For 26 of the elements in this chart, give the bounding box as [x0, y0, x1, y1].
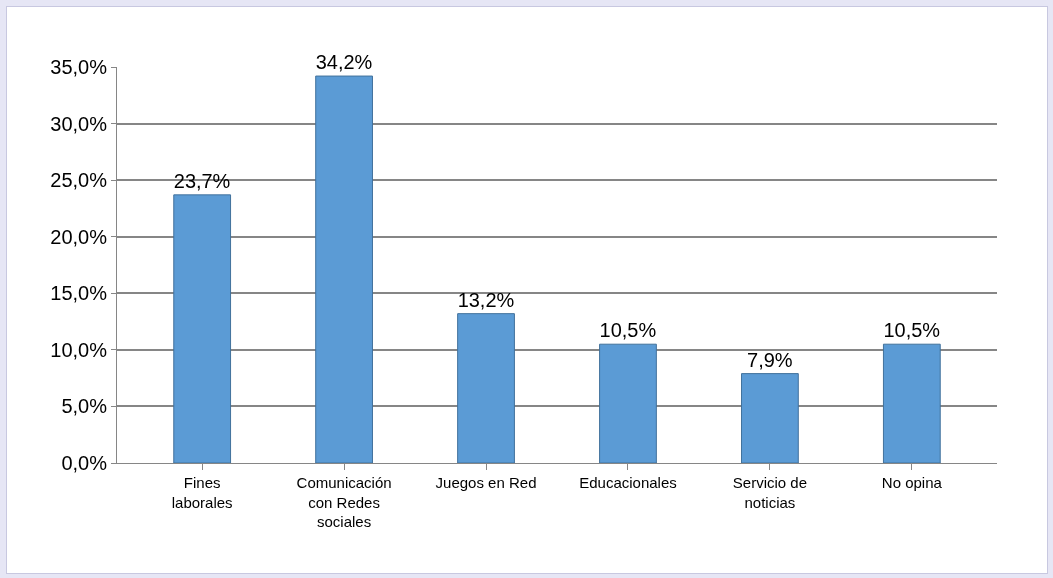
y-tick-label: 15,0%: [50, 282, 108, 305]
y-tick-label: 0,0%: [61, 452, 108, 474]
x-tick-label: Juegos en Red: [435, 474, 537, 491]
y-tick-label: 10,0%: [50, 338, 108, 361]
y-tick-label: 35,0%: [50, 56, 108, 78]
y-tick-label: 25,0%: [50, 169, 108, 192]
bar: [882, 343, 941, 463]
x-tick-label: Comunicación con Redes sociales: [296, 474, 392, 530]
x-tick-label: No opina: [881, 474, 943, 491]
y-tick-label: 5,0%: [61, 395, 108, 418]
y-tick-label: 20,0%: [50, 225, 108, 248]
data-label: 23,7%: [173, 169, 231, 192]
data-label: 7,9%: [747, 348, 793, 371]
data-label: 34,2%: [315, 51, 373, 74]
x-tick-label: Fines laborales: [171, 474, 233, 511]
data-label: 10,5%: [883, 319, 941, 342]
bar: [457, 313, 515, 463]
x-tick-label: Servicio de noticias: [732, 474, 807, 511]
bar: [173, 194, 232, 463]
x-tick-label: Educacionales: [579, 474, 677, 491]
bar: [599, 343, 657, 463]
bar: [315, 75, 373, 463]
bar: [741, 373, 799, 463]
y-tick-label: 30,0%: [50, 112, 108, 135]
data-label: 10,5%: [599, 319, 657, 342]
data-label: 13,2%: [457, 288, 515, 311]
